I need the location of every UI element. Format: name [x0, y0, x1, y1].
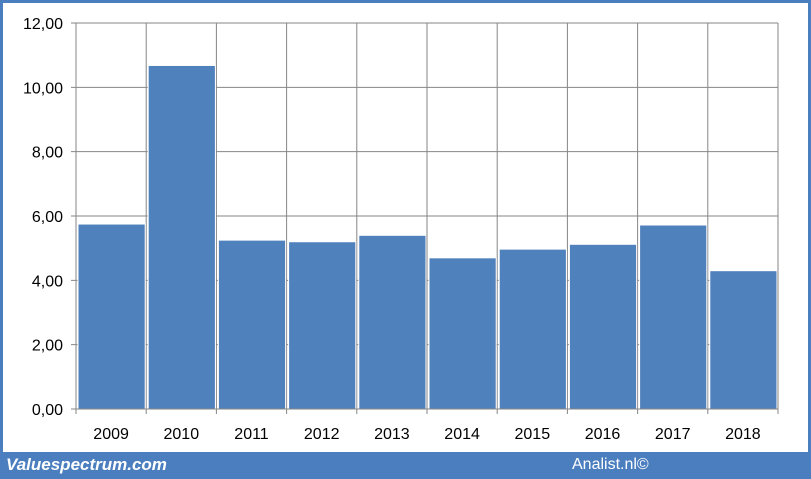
analist-brand: Analist.nl©	[572, 456, 649, 473]
x-tick-label: 2017	[655, 426, 691, 443]
x-tick-label: 2015	[515, 426, 551, 443]
x-tick-label: 2016	[585, 426, 621, 443]
x-tick-label: 2011	[234, 426, 269, 443]
y-tick-label: 4,00	[32, 273, 63, 290]
x-tick-label: 2012	[304, 426, 340, 443]
x-tick-label: 2014	[444, 426, 480, 443]
y-tick-label: 0,00	[32, 402, 63, 419]
x-tick-label: 2013	[374, 426, 410, 443]
bar-2014	[428, 257, 497, 410]
y-tick-label: 12,00	[23, 16, 63, 33]
bar-chart: 0,00 2,00 4,00 6,00 8,00 10,00 12,00 2009 2010 20…	[23, 16, 779, 443]
bar-2015	[498, 248, 567, 410]
y-tick-label: 8,00	[32, 145, 63, 162]
y-tick-label: 2,00	[32, 338, 63, 355]
y-tick-label: 10,00	[23, 80, 63, 97]
x-tick-label: 2010	[164, 426, 200, 443]
x-tick-label: 2018	[725, 426, 761, 443]
bar-2012	[288, 241, 357, 410]
bar-2009	[77, 223, 146, 410]
bar-2016	[568, 243, 638, 410]
x-tick-label: 2009	[93, 426, 129, 443]
bar-2011	[217, 239, 287, 410]
bar-2010	[147, 64, 216, 410]
valuespectrum-brand: Valuespectrum.com	[6, 455, 167, 474]
y-tick-label: 6,00	[32, 209, 63, 226]
bar-2017	[639, 224, 708, 410]
bar-2018	[709, 270, 778, 410]
bar-2013	[358, 234, 427, 410]
chart-frame: 0,00 2,00 4,00 6,00 8,00 10,00 12,00 2009 2010 20…	[3, 3, 808, 452]
